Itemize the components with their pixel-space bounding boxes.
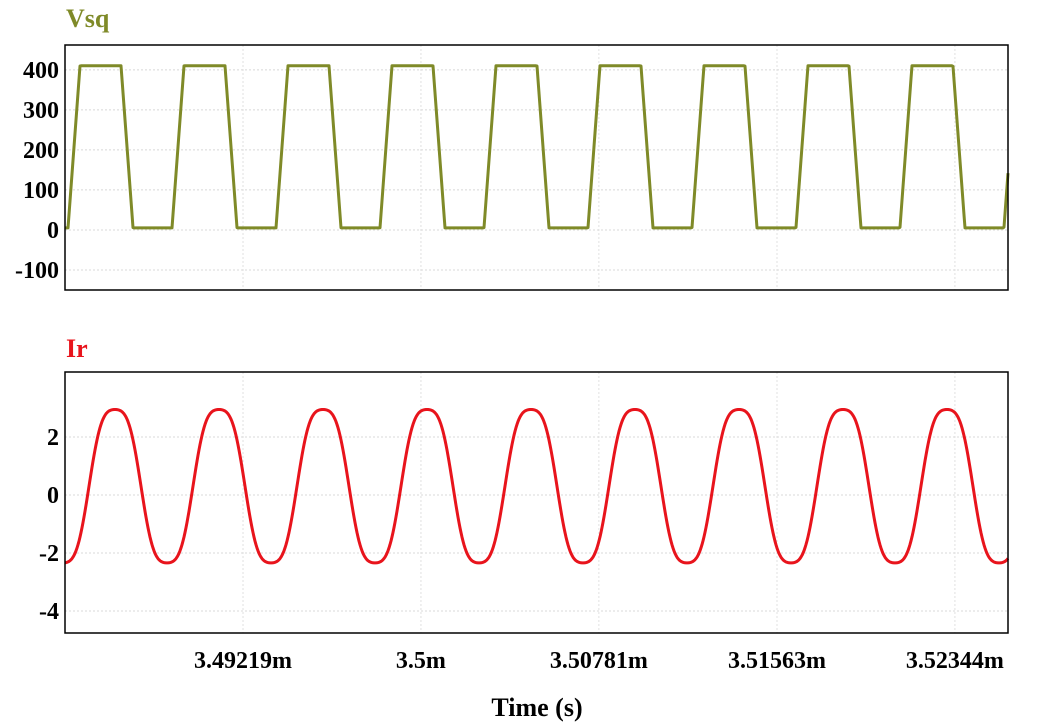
y-tick-label: 200 (23, 138, 59, 164)
y-tick-label: -2 (39, 541, 59, 567)
y-tick-label: -100 (15, 258, 59, 284)
plot-frame (64, 44, 1009, 291)
x-tick-label: 3.5m (396, 648, 446, 674)
plot-frame (64, 371, 1009, 634)
ir-series-line (64, 408, 1010, 565)
x-axis-label: Time (s) (491, 693, 582, 722)
y-tick-label: 400 (23, 58, 59, 84)
y-tick-label: 0 (47, 218, 59, 244)
x-tick-label: 3.51563m (728, 648, 826, 674)
ir-title: Ir (66, 334, 88, 363)
y-tick-label: 0 (47, 483, 59, 509)
y-tick-label: -4 (39, 599, 59, 625)
x-tick-label: 3.52344m (906, 648, 1004, 674)
vsq-series-line (64, 64, 1010, 230)
x-tick-label: 3.49219m (194, 648, 292, 674)
x-tick-label: 3.50781m (550, 648, 648, 674)
vsq-title: Vsq (66, 4, 110, 33)
y-tick-label: 2 (47, 425, 59, 451)
y-tick-label: 300 (23, 98, 59, 124)
y-tick-label: 100 (23, 178, 59, 204)
